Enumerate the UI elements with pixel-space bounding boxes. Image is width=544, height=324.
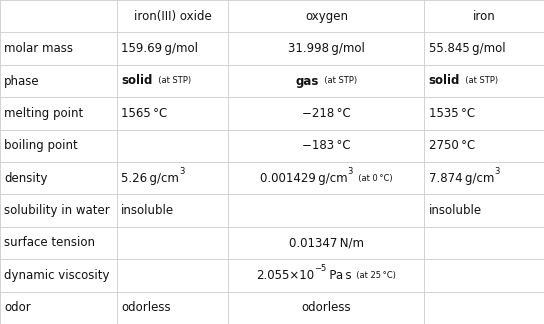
Text: surface tension: surface tension	[4, 237, 95, 249]
Text: insoluble: insoluble	[429, 204, 482, 217]
Text: gas: gas	[295, 75, 319, 87]
Text: −218 °C: −218 °C	[302, 107, 351, 120]
Text: 1565 °C: 1565 °C	[121, 107, 168, 120]
Text: odorless: odorless	[121, 301, 171, 314]
Text: 3: 3	[179, 167, 184, 176]
Text: (at STP): (at STP)	[460, 76, 498, 86]
Text: solid: solid	[121, 75, 153, 87]
Text: phase: phase	[4, 75, 40, 87]
Text: (at STP): (at STP)	[319, 76, 357, 86]
Text: boiling point: boiling point	[4, 139, 78, 152]
Text: (at 0 °C): (at 0 °C)	[353, 174, 393, 183]
Text: 2750 °C: 2750 °C	[429, 139, 475, 152]
Text: 2.055×10: 2.055×10	[256, 269, 314, 282]
Text: odor: odor	[4, 301, 31, 314]
Text: 1535 °C: 1535 °C	[429, 107, 475, 120]
Text: solubility in water: solubility in water	[4, 204, 110, 217]
Text: 31.998 g/mol: 31.998 g/mol	[288, 42, 365, 55]
Text: Pa s: Pa s	[327, 269, 351, 282]
Text: dynamic viscosity: dynamic viscosity	[4, 269, 110, 282]
Text: oxygen: oxygen	[305, 10, 348, 23]
Text: 3: 3	[494, 167, 499, 176]
Text: 7.874 g/cm: 7.874 g/cm	[429, 172, 494, 185]
Text: molar mass: molar mass	[4, 42, 73, 55]
Text: 0.01347 N/m: 0.01347 N/m	[289, 237, 364, 249]
Text: iron: iron	[473, 10, 496, 23]
Text: insoluble: insoluble	[121, 204, 175, 217]
Text: 55.845 g/mol: 55.845 g/mol	[429, 42, 505, 55]
Text: 0.001429 g/cm: 0.001429 g/cm	[260, 172, 348, 185]
Text: 3: 3	[348, 167, 353, 176]
Text: (at 25 °C): (at 25 °C)	[351, 271, 397, 280]
Text: melting point: melting point	[4, 107, 84, 120]
Text: 159.69 g/mol: 159.69 g/mol	[121, 42, 199, 55]
Text: (at STP): (at STP)	[153, 76, 191, 86]
Text: density: density	[4, 172, 48, 185]
Text: −5: −5	[314, 264, 327, 273]
Text: −183 °C: −183 °C	[302, 139, 351, 152]
Text: solid: solid	[429, 75, 460, 87]
Text: odorless: odorless	[301, 301, 351, 314]
Text: iron(III) oxide: iron(III) oxide	[134, 10, 212, 23]
Text: 5.26 g/cm: 5.26 g/cm	[121, 172, 179, 185]
